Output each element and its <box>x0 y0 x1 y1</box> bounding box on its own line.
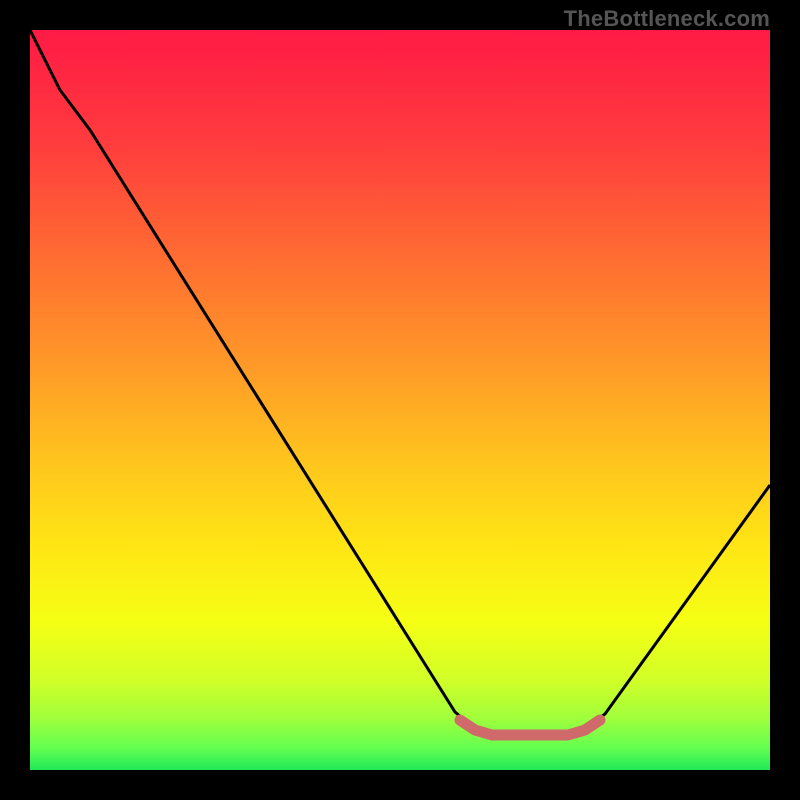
chart-frame <box>0 0 800 800</box>
watermark-text: TheBottleneck.com <box>564 6 770 32</box>
